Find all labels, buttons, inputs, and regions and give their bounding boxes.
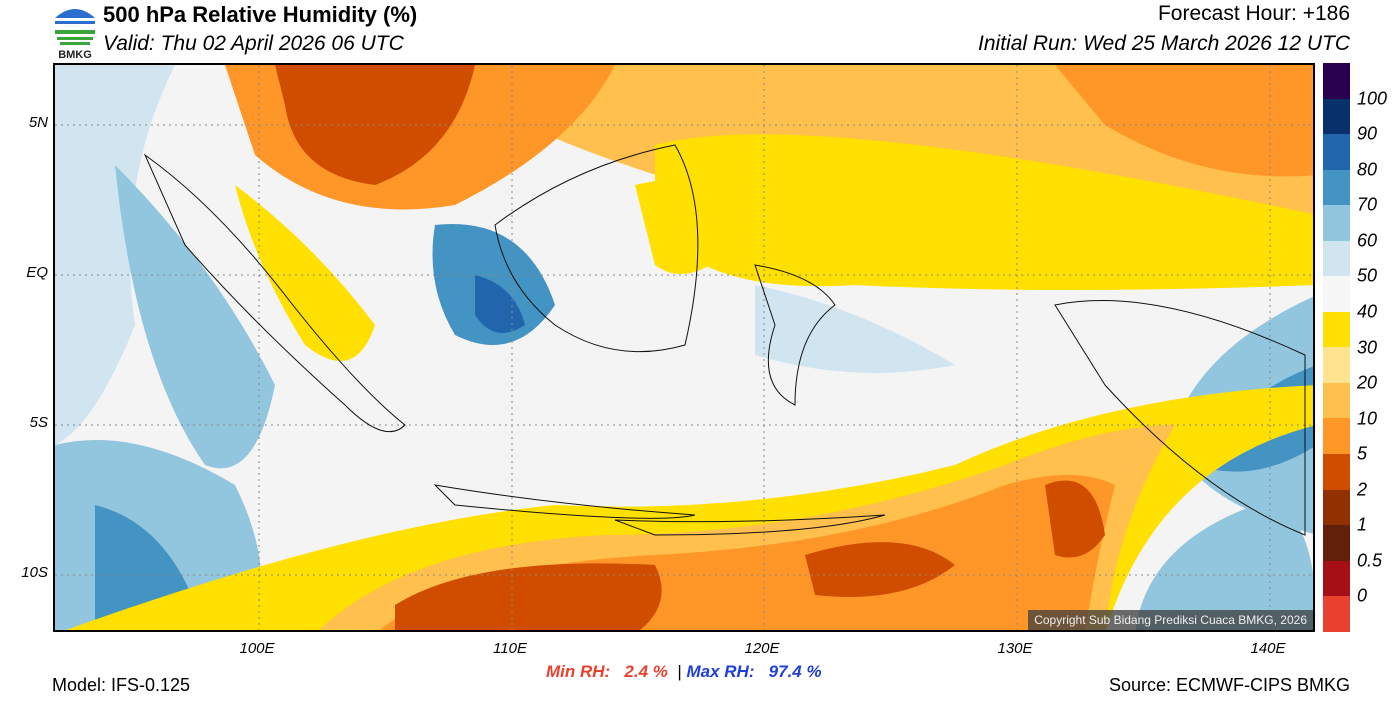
lat-label: 10S: [21, 564, 48, 581]
colorbar: [1323, 63, 1350, 632]
separator: |: [677, 662, 682, 681]
valid-time: Valid: Thu 02 April 2026 06 UTC: [103, 32, 404, 55]
colorbar-label: 80: [1357, 159, 1378, 180]
colorbar-segment: [1323, 169, 1350, 206]
humidity-map: Copyright Sub Bidang Prediksi Cuaca BMKG…: [53, 63, 1315, 632]
colorbar-label: 90: [1357, 123, 1378, 144]
colorbar-label: 20: [1357, 372, 1378, 393]
max-rh-label: Max RH:: [686, 662, 755, 681]
bmkg-logo: BMKG: [55, 9, 95, 60]
colorbar-label: 1: [1357, 514, 1368, 535]
humidity-field: [55, 65, 1313, 630]
lon-label: 120E: [744, 640, 780, 657]
colorbar-label: 2: [1357, 479, 1368, 500]
colorbar-label: 10: [1357, 408, 1378, 429]
colorbar-segment: [1323, 205, 1350, 241]
colorbar-label: 40: [1357, 301, 1378, 322]
colorbar-label: 60: [1357, 230, 1378, 251]
colorbar-label: 30: [1357, 337, 1378, 357]
min-rh-value: 2.4 %: [624, 662, 668, 681]
min-rh-label: Min RH:: [546, 662, 611, 681]
colorbar-segment: [1323, 347, 1350, 383]
svg-text:BMKG: BMKG: [58, 49, 92, 60]
colorbar-segment: [1323, 596, 1350, 632]
lat-label: 5N: [28, 114, 48, 131]
lon-label: 140E: [1250, 640, 1286, 657]
colorbar-segment: [1323, 63, 1350, 99]
chart-title: 500 hPa Relative Humidity (%): [103, 2, 418, 27]
colorbar-label: 70: [1357, 194, 1378, 215]
rh-extremes: Min RH: 2.4 % | Max RH: 97.4 %: [546, 662, 822, 682]
lat-label: 5S: [29, 414, 48, 431]
model-name: Model: IFS-0.125: [52, 675, 191, 695]
lon-label: 100E: [239, 640, 275, 657]
colorbar-segment: [1323, 382, 1350, 419]
colorbar-label: 5: [1357, 443, 1368, 464]
colorbar-segment: [1323, 560, 1350, 597]
lat-label: EQ: [26, 264, 48, 281]
colorbar-label: 0.5: [1357, 550, 1383, 571]
colorbar-segment: [1323, 311, 1350, 348]
copyright-notice: Copyright Sub Bidang Prediksi Cuaca BMKG…: [1028, 610, 1313, 630]
max-rh-value: 97.4 %: [768, 662, 822, 681]
colorbar-segment: [1323, 240, 1350, 277]
lon-label: 130E: [997, 640, 1033, 657]
lon-label: 110E: [493, 640, 527, 657]
colorbar-segment: [1323, 454, 1350, 490]
forecast-hour: Forecast Hour: +186: [1157, 2, 1350, 25]
colorbar-label: 100: [1357, 88, 1388, 109]
data-source: Source: ECMWF-CIPS BMKG: [1108, 675, 1350, 695]
initial-run: Initial Run: Wed 25 March 2026 12 UTC: [978, 32, 1350, 55]
colorbar-segment: [1323, 418, 1350, 455]
colorbar-segment: [1323, 276, 1350, 312]
colorbar-label: 0: [1357, 585, 1368, 606]
colorbar-segment: [1323, 489, 1350, 526]
colorbar-label: 50: [1357, 265, 1378, 286]
colorbar-segment: [1323, 134, 1350, 170]
colorbar-segment: [1323, 98, 1350, 135]
colorbar-segment: [1323, 525, 1350, 561]
